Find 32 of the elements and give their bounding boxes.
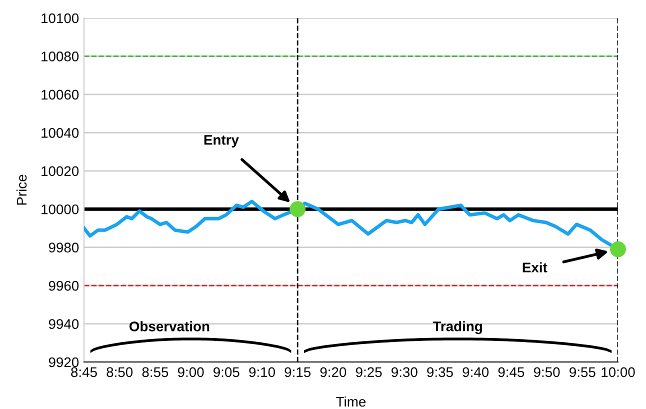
y-tick-label: 9960 <box>48 280 79 291</box>
x-tick-label: 9:05 <box>214 367 240 378</box>
annotation: Exit <box>522 262 548 272</box>
annotation: Entry <box>204 135 239 148</box>
y-tick-label: 10020 <box>42 166 79 176</box>
x-tick-label: 9:40 <box>462 367 489 378</box>
y-tick-label: 10100 <box>42 13 79 24</box>
y-tick-label: 10000 <box>42 204 79 214</box>
x-tick-label: 9:30 <box>392 367 418 378</box>
annotation: Trading <box>432 321 482 334</box>
y-tick-label: 10040 <box>42 128 79 138</box>
x-tick-label: 8:45 <box>71 367 97 378</box>
y-axis-title: Price <box>16 174 27 205</box>
x-tick-label: 9:15 <box>284 367 311 378</box>
annotation: Observation <box>129 321 210 332</box>
x-tick-label: 9:55 <box>570 367 596 378</box>
y-tick-label: 10080 <box>42 52 79 62</box>
y-tick-label: 9920 <box>48 357 79 368</box>
x-tick-label: 9:45 <box>498 367 524 378</box>
x-tick-label: 10:00 <box>602 367 635 378</box>
y-tick-label: 9940 <box>48 319 79 329</box>
x-tick-label: 8:50 <box>106 367 133 378</box>
x-tick-label: 9:10 <box>249 367 275 378</box>
x-tick-label: 9:35 <box>427 367 453 378</box>
x-tick-label: 9:50 <box>534 367 560 378</box>
y-tick-label: 10060 <box>42 90 79 100</box>
x-axis-title: Time <box>336 396 366 407</box>
x-tick-label: 9:20 <box>320 367 346 378</box>
x-tick-label: 9:00 <box>178 367 204 378</box>
x-tick-label: 9:25 <box>356 367 382 378</box>
y-tick-label: 9980 <box>48 242 79 253</box>
x-tick-label: 8:55 <box>142 367 168 378</box>
